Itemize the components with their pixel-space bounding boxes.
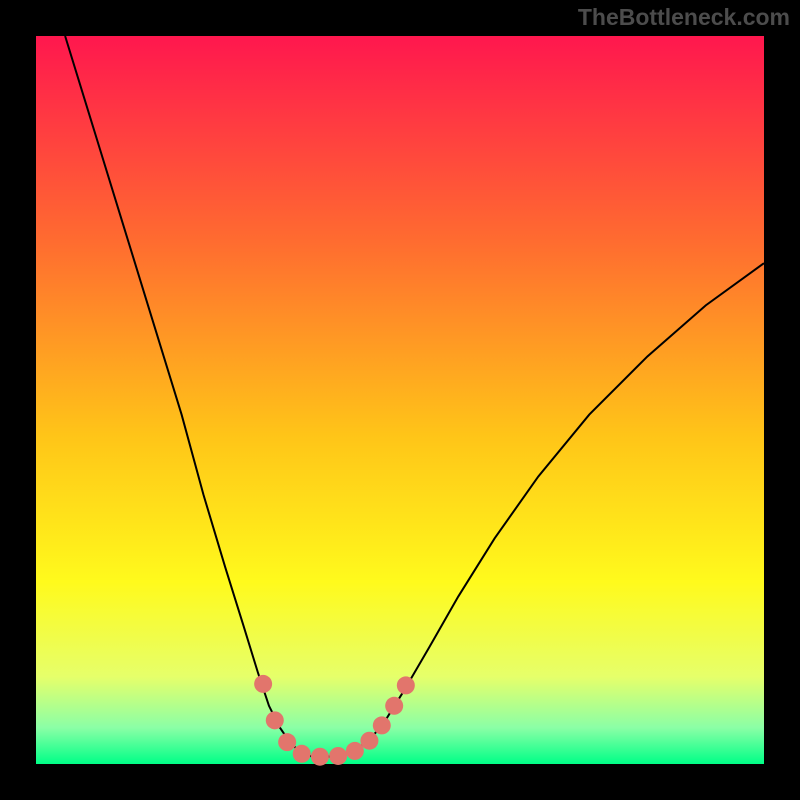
marker-dot <box>329 747 347 765</box>
bottleneck-markers <box>254 675 415 766</box>
watermark-text: TheBottleneck.com <box>578 4 790 31</box>
marker-dot <box>397 676 415 694</box>
marker-dot <box>311 748 329 766</box>
marker-dot <box>254 675 272 693</box>
marker-dot <box>385 697 403 715</box>
curve-layer <box>0 0 800 800</box>
marker-dot <box>346 742 364 760</box>
marker-dot <box>266 711 284 729</box>
marker-dot <box>278 733 296 751</box>
marker-dot <box>373 716 391 734</box>
marker-dot <box>360 732 378 750</box>
bottleneck-curve <box>65 36 764 757</box>
marker-dot <box>293 745 311 763</box>
